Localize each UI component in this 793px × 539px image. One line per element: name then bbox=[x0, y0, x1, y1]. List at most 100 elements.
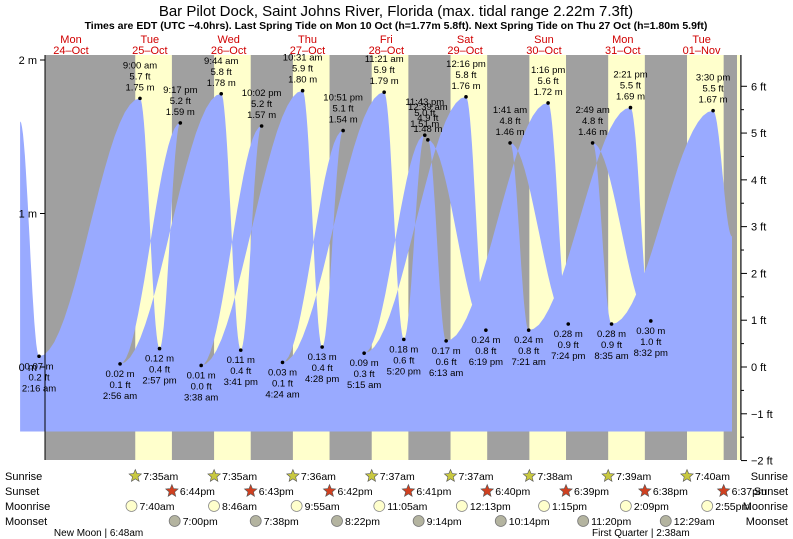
tide-m-label: 1.80 m bbox=[288, 75, 317, 86]
right-axis-tick-label: 4 ft bbox=[751, 175, 766, 187]
tide-ft-label: 5.6 ft bbox=[538, 76, 559, 87]
tide-m-label: 1.48 m bbox=[413, 124, 442, 135]
tide-m-label: 0.17 m bbox=[432, 346, 461, 357]
moonset-icon bbox=[577, 515, 590, 527]
tide-ft-label: 5.0 ft bbox=[414, 108, 435, 119]
tide-m-label: 0.07 m bbox=[25, 361, 54, 372]
right-axis-tick-label: 5 ft bbox=[751, 128, 766, 140]
tide-point bbox=[628, 105, 633, 110]
tide-time-label: 11:43 pm bbox=[405, 97, 444, 108]
sun-moon-rows: Sunrise Sunrise Sunset Sunset Moonrise Moonri… bbox=[5, 468, 788, 539]
tide-ft-label: 5.9 ft bbox=[292, 64, 313, 75]
tide-m-label: 1.79 m bbox=[370, 76, 399, 87]
sunrise-time: 7:38am bbox=[537, 471, 572, 483]
tide-ft-label: 1.0 ft bbox=[640, 337, 661, 348]
tide-m-label: 0.18 m bbox=[389, 344, 418, 355]
moonset-icon bbox=[494, 515, 507, 527]
day-name-label: Mon bbox=[612, 34, 633, 46]
tide-ft-label: 5.2 ft bbox=[251, 99, 272, 110]
tide-point bbox=[422, 133, 427, 138]
sunrise-time: 7:39am bbox=[616, 471, 651, 483]
tide-ft-label: 0.6 ft bbox=[436, 357, 457, 368]
moonrise-time: 1:15pm bbox=[552, 501, 587, 513]
tide-point bbox=[590, 141, 595, 145]
sunset-star-icon bbox=[164, 483, 179, 497]
sunset-time: 6:37pm bbox=[732, 486, 767, 498]
tide-time-label: 6:13 am bbox=[429, 368, 463, 379]
moonset-time: 10:14pm bbox=[509, 516, 550, 528]
tide-m-label: 1.78 m bbox=[207, 78, 236, 89]
tide-m-label: 1.57 m bbox=[247, 110, 276, 121]
tide-point bbox=[341, 128, 345, 133]
tide-ft-label: 0.9 ft bbox=[558, 340, 579, 351]
tide-time-label: 6:19 pm bbox=[469, 357, 503, 368]
sunrise-star-icon bbox=[364, 468, 379, 482]
right-axis-strip bbox=[737, 55, 740, 460]
row-label-right: Moonset bbox=[746, 516, 788, 528]
moonset-time: 8:22pm bbox=[345, 516, 380, 528]
tide-ft-label: 4.8 ft bbox=[499, 116, 520, 127]
sunrise-time: 7:37am bbox=[459, 471, 494, 483]
day-date-label: 28–Oct bbox=[369, 45, 404, 57]
moonrise-icon bbox=[125, 500, 138, 512]
tide-ft-label: 0.4 ft bbox=[230, 366, 251, 377]
day-date-label: 31–Oct bbox=[605, 45, 640, 57]
tide-ft-label: 0.8 ft bbox=[475, 346, 496, 357]
moonrise-time: 2:09pm bbox=[634, 501, 669, 513]
tide-point bbox=[157, 346, 162, 351]
tide-m-label: 0.09 m bbox=[350, 358, 379, 369]
sunrise-star-icon bbox=[601, 468, 616, 482]
row-label-left: Moonrise bbox=[5, 501, 50, 513]
moonset-icon bbox=[331, 515, 343, 527]
tide-time-label: 2:49 am bbox=[575, 105, 609, 116]
moonset-icon bbox=[659, 515, 672, 527]
tide-point bbox=[37, 354, 41, 359]
tide-time-label: 2:57 pm bbox=[142, 376, 176, 387]
sunrise-time: 7:40am bbox=[695, 471, 730, 483]
moonrise-icon bbox=[701, 500, 714, 512]
right-axis-tick-label: 0 ft bbox=[751, 362, 766, 374]
tide-point bbox=[382, 90, 386, 95]
tide-time-label: 9:44 am bbox=[204, 56, 238, 67]
tide-time-label: 11:21 am bbox=[365, 54, 404, 65]
moonrise-icon bbox=[290, 500, 303, 512]
chart-subtitle: Times are EDT (UTC −4.0hrs). Last Spring… bbox=[85, 20, 708, 32]
day-name-label: Fri bbox=[380, 34, 393, 46]
tide-time-label: 9:17 pm bbox=[163, 85, 197, 96]
tide-point bbox=[402, 337, 406, 342]
moonset-time: 12:29am bbox=[674, 516, 715, 528]
tide-time-label: 5:20 pm bbox=[387, 366, 421, 377]
tide-time-label: 7:21 am bbox=[512, 357, 546, 368]
tide-point bbox=[199, 363, 203, 368]
tide-point bbox=[566, 322, 571, 326]
row-label-right: Sunset bbox=[754, 486, 788, 498]
tide-time-label: 9:00 am bbox=[123, 60, 157, 71]
sunset-time: 6:38pm bbox=[653, 486, 688, 498]
tide-m-label: 1.69 m bbox=[616, 92, 645, 103]
tide-m-label: 0.30 m bbox=[636, 326, 665, 337]
tide-time-label: 3:30 pm bbox=[696, 73, 730, 84]
day-date-label: 24–Oct bbox=[53, 45, 88, 57]
day-name-label: Wed bbox=[217, 34, 239, 46]
sunset-star-icon bbox=[401, 483, 416, 497]
tide-m-label: 1.59 m bbox=[166, 107, 195, 118]
moonrise-time: 9:55am bbox=[305, 501, 340, 513]
tide-m-label: 1.72 m bbox=[534, 87, 563, 98]
tide-point bbox=[484, 328, 488, 332]
moonset-time: 7:38pm bbox=[264, 516, 299, 528]
tide-m-label: 1.54 m bbox=[329, 115, 358, 126]
right-axis-tick-label: −2 ft bbox=[751, 456, 773, 468]
tide-point bbox=[426, 138, 430, 142]
tide-point bbox=[711, 108, 715, 113]
tide-point bbox=[362, 351, 366, 355]
tide-m-label: 1.46 m bbox=[578, 127, 607, 138]
tide-time-label: 10:51 pm bbox=[323, 93, 363, 104]
tide-time-label: 8:35 am bbox=[594, 351, 628, 362]
sunrise-star-icon bbox=[443, 468, 458, 482]
tide-area bbox=[20, 90, 733, 432]
moonset-time: 7:00pm bbox=[183, 516, 218, 528]
tide-time-label: 1:16 pm bbox=[531, 65, 565, 76]
tide-point bbox=[219, 91, 224, 96]
left-axis-tick-label: 2 m bbox=[19, 55, 37, 67]
tide-ft-label: 5.7 ft bbox=[129, 71, 150, 82]
